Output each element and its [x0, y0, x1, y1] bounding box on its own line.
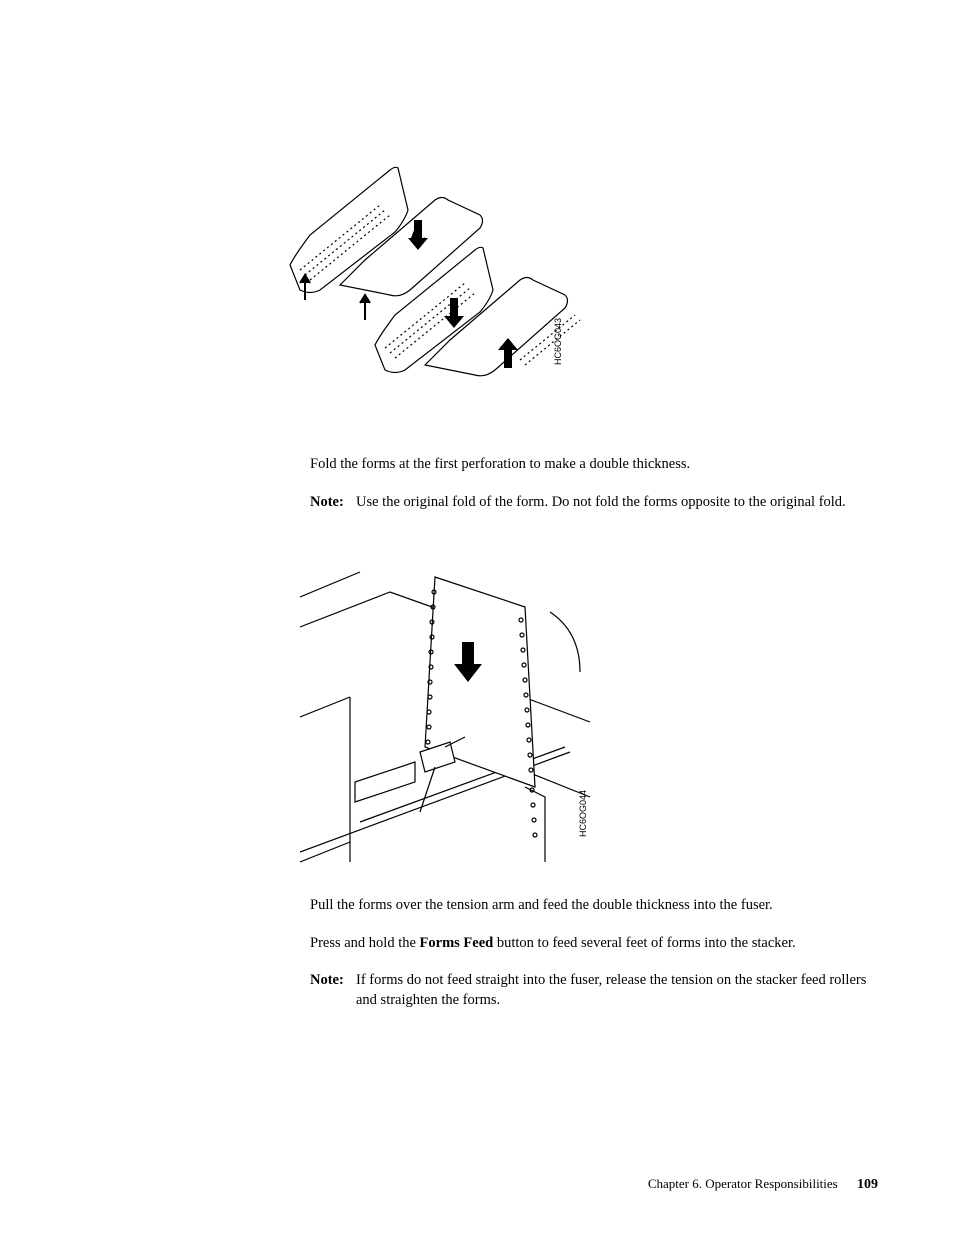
figure-1: HC6OG043	[280, 150, 590, 400]
paragraph-2: Pull the forms over the tension arm and …	[310, 896, 878, 916]
note-1: Note: Use the original fold of the form.…	[310, 493, 878, 513]
forms-folding-diagram	[280, 150, 590, 400]
figure-2-label: HC6OG044	[578, 790, 588, 837]
paragraph-3-post: button to feed several feet of forms int…	[493, 935, 795, 951]
footer-page-number: 109	[857, 1177, 878, 1192]
note-1-text: Use the original fold of the form. Do no…	[356, 493, 878, 513]
figure-1-label: HC6OG043	[553, 318, 563, 365]
figure-2: HC6OG044	[300, 552, 600, 872]
tension-arm-diagram	[300, 552, 600, 872]
page-footer: Chapter 6. Operator Responsibilities 109	[648, 1176, 878, 1193]
paragraph-3-pre: Press and hold the	[310, 935, 420, 951]
note-2: Note: If forms do not feed straight into…	[310, 971, 878, 1010]
paragraph-3: Press and hold the Forms Feed button to …	[310, 934, 878, 954]
paragraph-1: Fold the forms at the first perforation …	[310, 455, 878, 475]
page-content: HC6OG043 Fold the forms at the first per…	[310, 150, 878, 1028]
forms-feed-bold: Forms Feed	[420, 935, 494, 951]
note-2-label: Note:	[310, 971, 356, 1010]
footer-chapter: Chapter 6. Operator Responsibilities	[648, 1176, 838, 1191]
note-1-label: Note:	[310, 493, 356, 513]
note-2-text: If forms do not feed straight into the f…	[356, 971, 878, 1010]
